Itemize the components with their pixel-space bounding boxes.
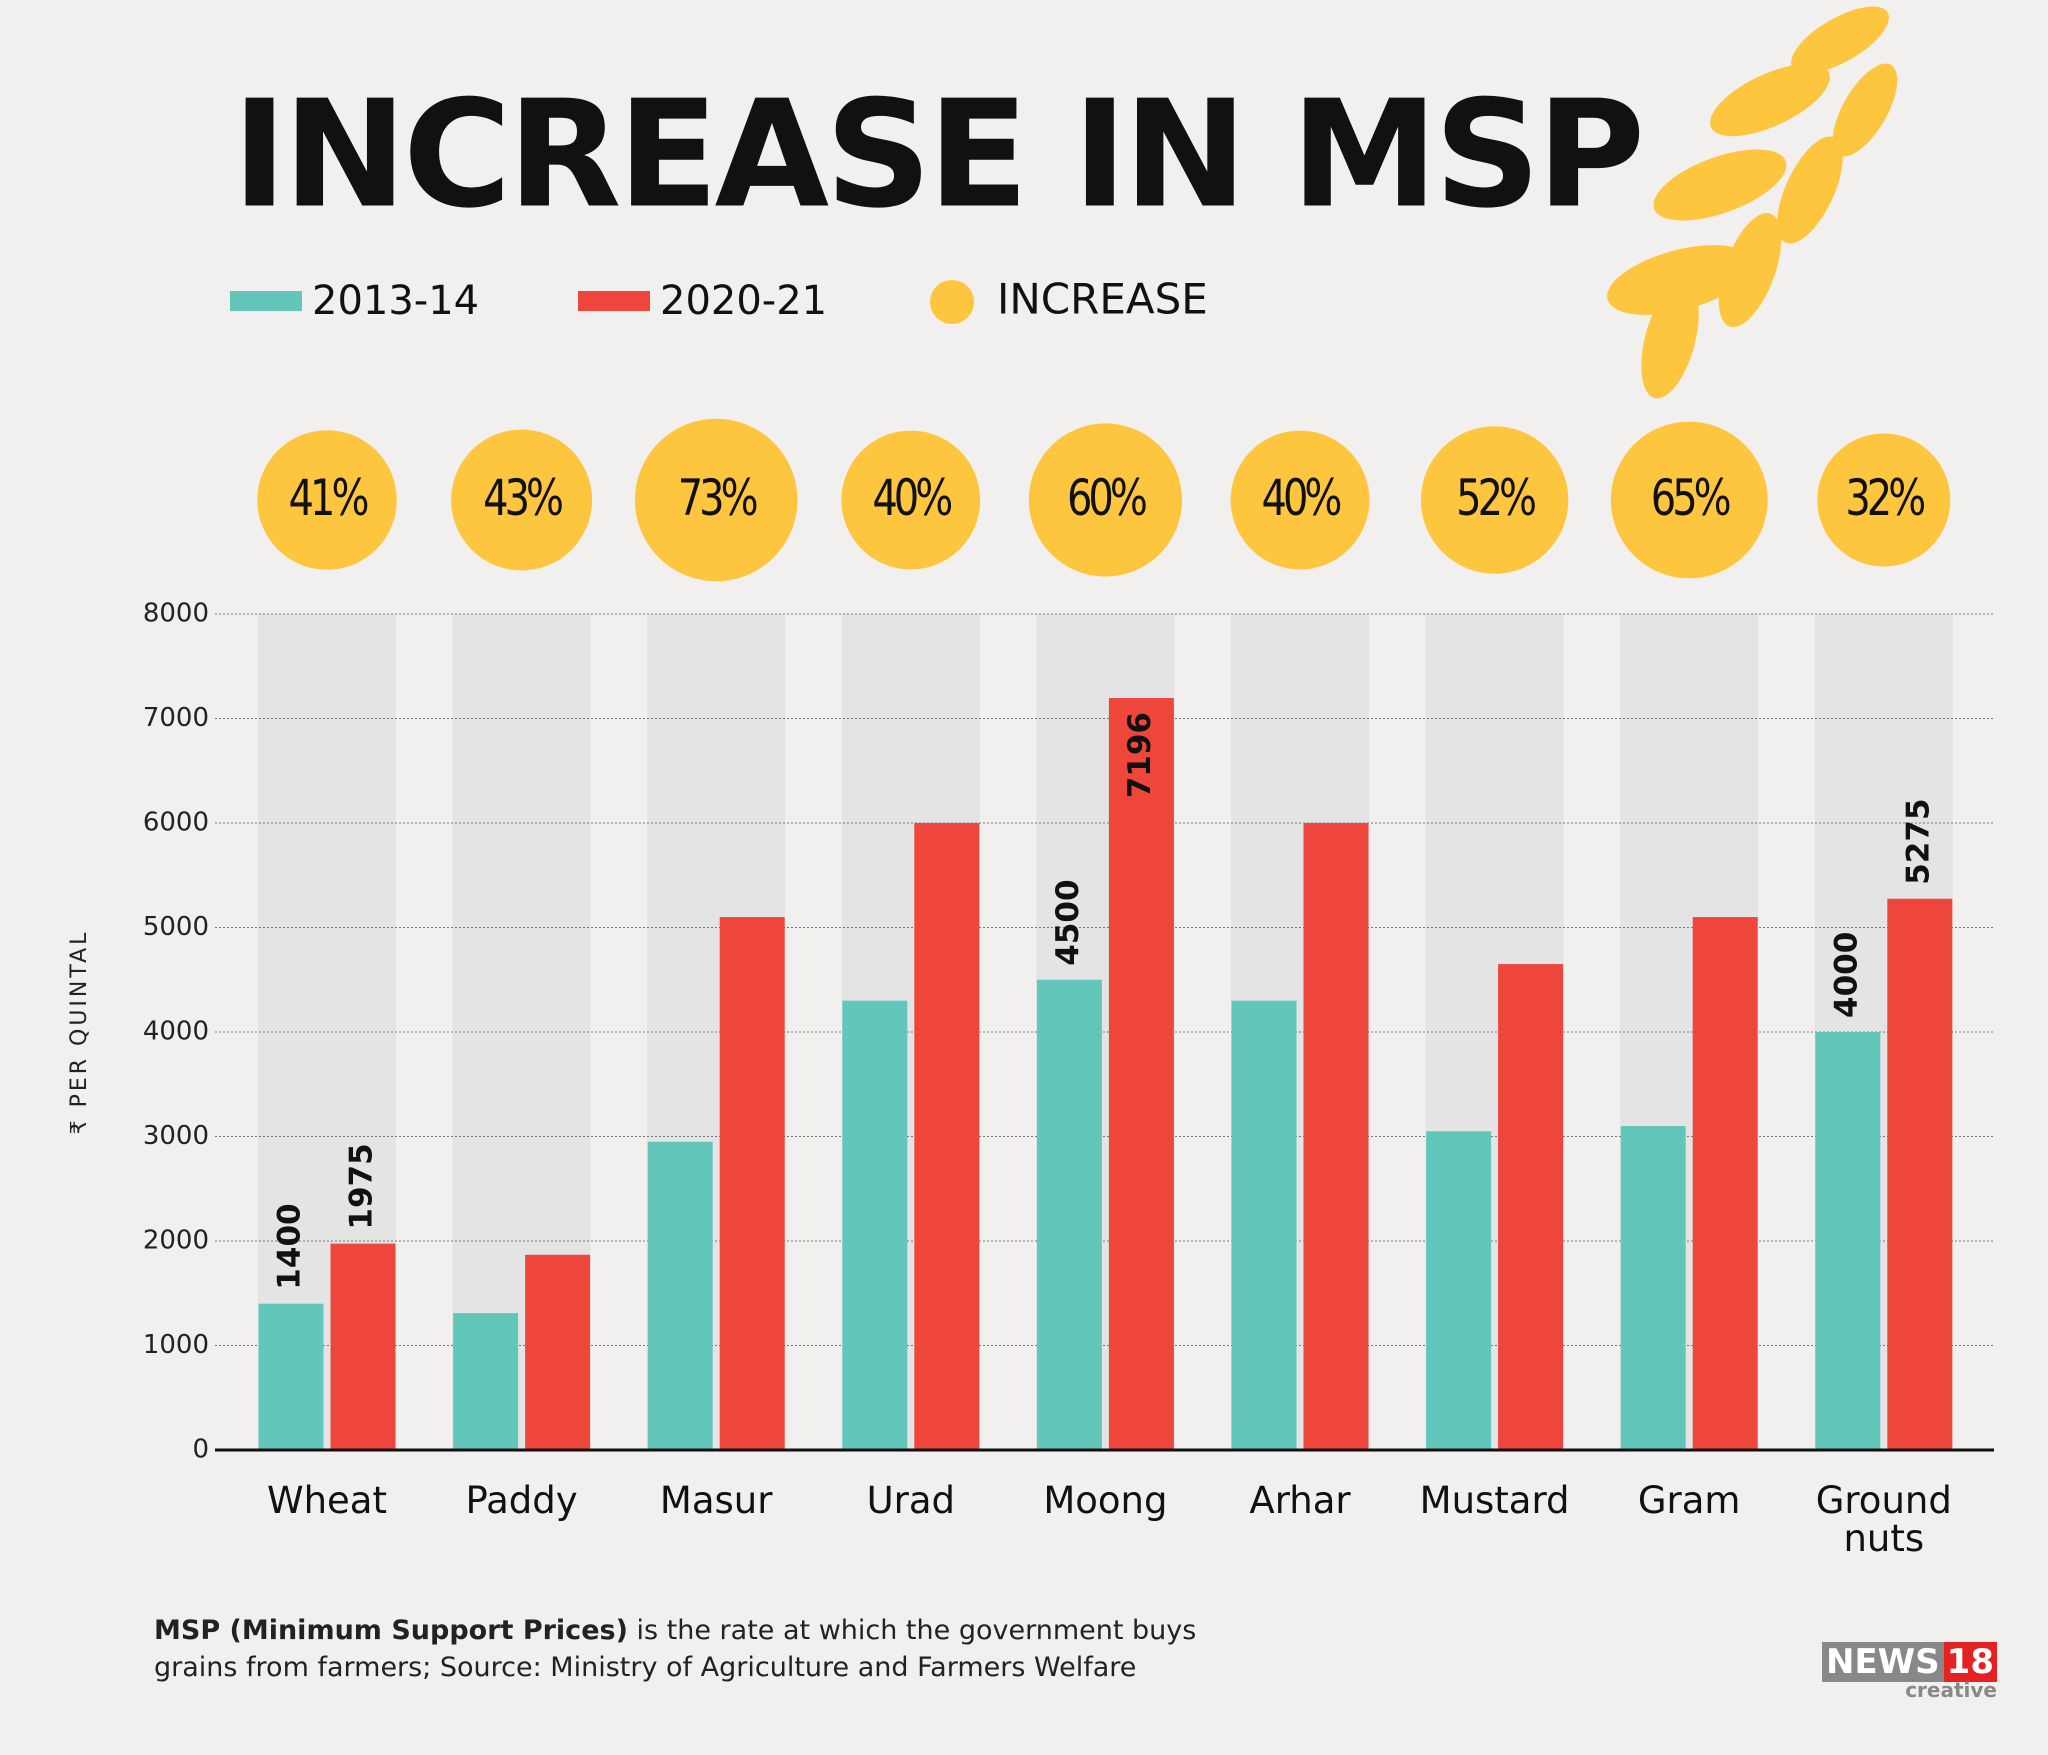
y-tick-label: 7000 <box>143 703 209 733</box>
bar <box>1815 1032 1881 1450</box>
logo-number: 18 <box>1943 1642 1997 1682</box>
bar <box>914 823 980 1450</box>
bar <box>525 1254 591 1450</box>
increase-bubble <box>1028 423 1182 577</box>
increase-bubble <box>634 418 798 582</box>
increase-label: 60% <box>1067 469 1146 528</box>
increase-label: 40% <box>872 469 951 528</box>
x-tick-label: Arhar <box>1249 1479 1351 1522</box>
y-tick-label: 5000 <box>143 912 209 942</box>
increase-bubble <box>1230 430 1370 570</box>
legend-swatch <box>930 280 974 324</box>
increase-label: 73% <box>678 469 757 528</box>
x-tick-label: Urad <box>866 1479 956 1522</box>
bar <box>1692 917 1758 1450</box>
bar <box>453 1313 519 1450</box>
wheat-decoration <box>1607 6 1898 399</box>
logo-sub: creative <box>1905 1678 1997 1702</box>
legend-swatch <box>578 291 650 311</box>
footnote-bold: MSP (Minimum Support Prices) <box>154 1615 628 1646</box>
data-label: 1400 <box>272 1203 308 1289</box>
bar <box>1231 1000 1297 1450</box>
data-label: 4500 <box>1050 879 1086 965</box>
data-label: 5275 <box>1900 798 1936 884</box>
bar <box>1426 1131 1492 1450</box>
bar <box>1036 979 1102 1450</box>
increase-bubble <box>451 429 593 571</box>
y-tick-label: 8000 <box>143 599 209 629</box>
y-axis-label: ₹ PER QUINTAL <box>67 930 92 1135</box>
increase-label: 52% <box>1456 469 1535 528</box>
increase-label: 32% <box>1845 469 1924 528</box>
y-tick-label: 6000 <box>143 808 209 838</box>
bar <box>1620 1126 1686 1450</box>
y-tick-label: 2000 <box>143 1226 209 1256</box>
y-tick-label: 0 <box>192 1435 209 1465</box>
legend-label: INCREASE <box>997 275 1208 324</box>
increase-label: 41% <box>289 469 368 528</box>
bar <box>1498 964 1564 1450</box>
bar <box>647 1141 713 1450</box>
x-tick-label: Ground nuts <box>1815 1479 1952 1560</box>
x-tick-label: Gram <box>1637 1479 1741 1522</box>
bar <box>842 1000 908 1450</box>
increase-bubble <box>257 430 397 570</box>
x-tick-label: Masur <box>659 1479 773 1522</box>
y-tick-label: 3000 <box>143 1121 209 1151</box>
increase-label: 65% <box>1651 469 1730 528</box>
x-tick-label: Mustard <box>1419 1479 1570 1522</box>
x-tick-label: Wheat <box>267 1479 387 1522</box>
bar <box>719 917 785 1450</box>
legend-label: 2013-14 <box>312 278 479 324</box>
logo: NEWS 18 creative <box>1822 1642 1997 1702</box>
increase-bubble <box>1420 426 1569 574</box>
y-tick-label: 1000 <box>143 1330 209 1360</box>
data-label: 1975 <box>344 1143 380 1229</box>
logo-main: NEWS <box>1822 1642 1944 1682</box>
data-label: 4000 <box>1828 932 1864 1018</box>
bar <box>1108 698 1174 1450</box>
y-tick-label: 4000 <box>143 1017 209 1047</box>
legend-label: 2020-21 <box>660 278 827 324</box>
increase-bubble <box>1610 421 1768 579</box>
bar <box>330 1243 396 1450</box>
footnote-text: is the rate at which the government buys… <box>154 1615 1197 1683</box>
x-tick-label: Paddy <box>465 1479 578 1522</box>
chart-title: INCREASE IN MSP <box>232 69 1641 241</box>
increase-bubble <box>1817 433 1951 567</box>
data-label: 7196 <box>1122 712 1158 798</box>
increase-label: 43% <box>483 469 562 528</box>
bar <box>258 1303 324 1450</box>
x-tick-label: Moong <box>1043 1479 1168 1522</box>
increase-bubble <box>841 430 981 570</box>
bar <box>1303 823 1369 1450</box>
increase-label: 40% <box>1262 469 1341 528</box>
bar <box>1887 898 1953 1450</box>
legend-swatch <box>230 291 302 311</box>
footnote: MSP (Minimum Support Prices) is the rate… <box>154 1612 1214 1686</box>
